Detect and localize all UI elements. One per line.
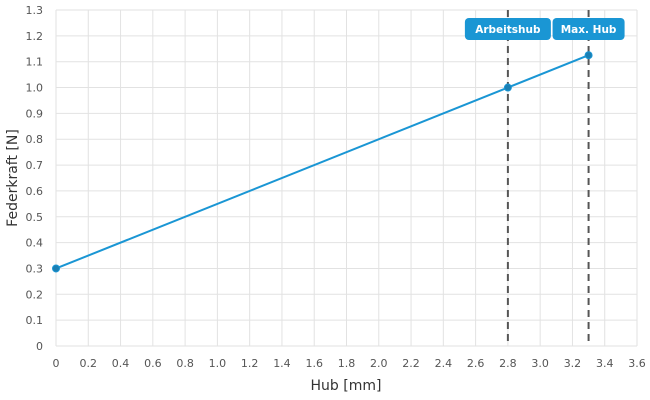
x-tick-label: 1.2 [241, 357, 259, 370]
y-tick-label: 0.6 [26, 185, 44, 198]
data-point [52, 264, 60, 273]
y-tick-label: 0.7 [26, 159, 44, 172]
data-point [584, 51, 593, 60]
y-tick-label: 0.9 [26, 107, 44, 120]
x-tick-label: 2.4 [435, 357, 453, 370]
y-tick-label: 1.0 [26, 82, 44, 95]
y-tick-label: 0.5 [26, 211, 44, 224]
marker-lines [506, 10, 590, 346]
x-axis-label: Hub [mm] [311, 378, 382, 394]
x-tick-label: 1.4 [273, 357, 291, 370]
y-tick-label: 1.1 [26, 56, 44, 69]
x-tick-label: 1.8 [338, 357, 356, 370]
x-tick-label: 2.2 [402, 357, 420, 370]
marker-labels: Arbeitshub Max. Hub [464, 18, 625, 40]
x-tick-label: 2.8 [499, 357, 517, 370]
data-point [503, 83, 512, 92]
x-tick-label: 0.4 [112, 357, 130, 370]
x-tick-label: 1.6 [305, 357, 323, 370]
marker-label: Arbeitshub [475, 24, 541, 36]
x-tick-label: 3.6 [628, 357, 646, 370]
y-tick-label: 0.1 [26, 314, 44, 327]
y-tick-label: 1.3 [26, 4, 44, 17]
x-tick-label: 0.6 [144, 357, 162, 370]
y-tick-label: 0 [36, 340, 43, 353]
x-tick-label: 3.4 [596, 357, 614, 370]
x-tick-label: 0 [53, 357, 60, 370]
tick-labels: 0 0.2 0.4 0.6 0.8 1.0 1.2 1.4 1.6 1.8 2.0 2.2 2.4 2.6… [26, 4, 646, 370]
x-tick-label: 3.2 [564, 357, 582, 370]
y-tick-label: 0.2 [26, 288, 44, 301]
y-tick-label: 0.3 [26, 262, 44, 275]
y-tick-label: 0.8 [26, 133, 44, 146]
x-tick-label: 0.2 [80, 357, 98, 370]
marker-label: Max. Hub [561, 24, 617, 36]
marker-badge [464, 18, 551, 40]
x-tick-label: 1.0 [209, 357, 227, 370]
x-tick-label: 2.0 [370, 357, 388, 370]
y-tick-label: 0.4 [26, 237, 44, 250]
x-tick-label: 2.6 [467, 357, 485, 370]
x-tick-label: 0.8 [176, 357, 194, 370]
marker-badge [552, 18, 625, 40]
y-tick-label: 1.2 [26, 30, 44, 43]
grid [55, 9, 638, 347]
series-layer [52, 51, 593, 273]
y-axis-label: Federkraft [N] [5, 129, 21, 227]
x-tick-label: 3.0 [531, 357, 549, 370]
